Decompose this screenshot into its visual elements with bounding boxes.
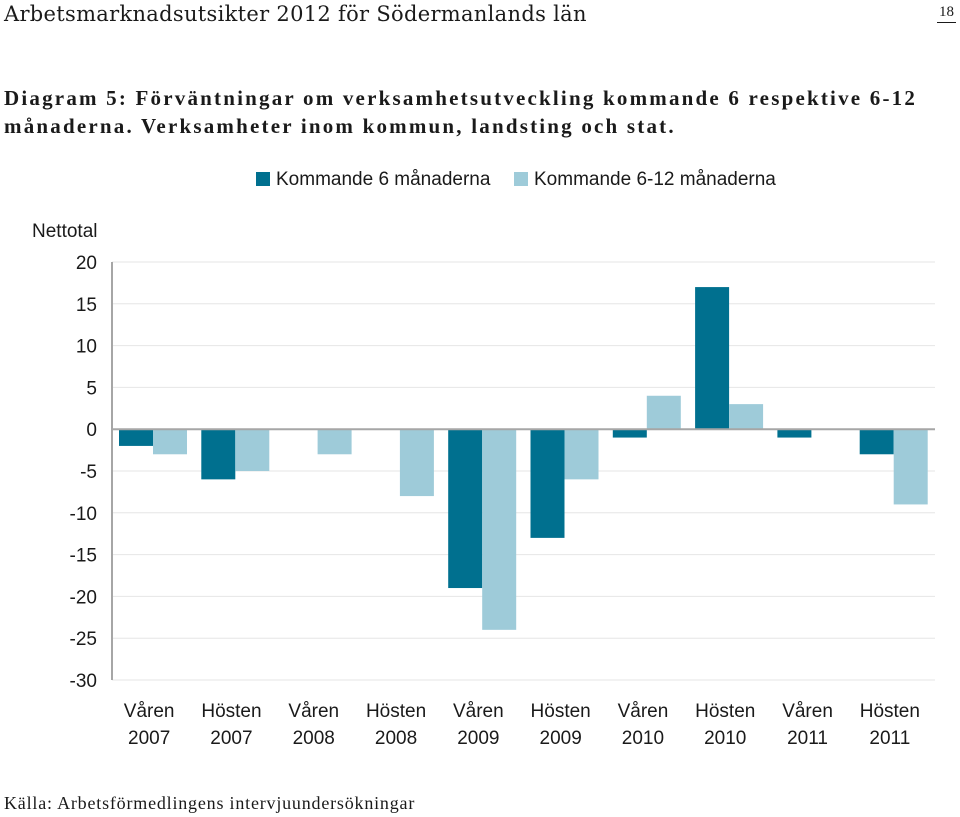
y-tick-label: -5 <box>80 462 97 483</box>
y-tick-label: 20 <box>76 253 97 274</box>
y-tick-label: 10 <box>76 337 97 358</box>
bar-kommande-6 <box>448 429 483 589</box>
x-tick-label-season: Våren <box>618 701 669 722</box>
bar-kommande-6-12 <box>235 429 270 471</box>
y-tick-label: -10 <box>70 504 97 525</box>
bar-kommande-6 <box>612 429 647 438</box>
bar-kommande-6 <box>530 429 565 538</box>
legend-swatch-1 <box>256 172 270 186</box>
y-tick-label: -30 <box>70 671 97 692</box>
y-axis-label: Nettotal <box>32 221 97 242</box>
x-tick-label-season: Hösten <box>695 701 755 722</box>
x-tick-label-season: Våren <box>782 701 833 722</box>
x-tick-label-season: Våren <box>288 701 339 722</box>
source-note: Källa: Arbetsförmedlingens intervjuunder… <box>4 793 416 813</box>
x-axis-ticks: Våren 2007 Hösten 2007 Våren 2008 Hösten 2008 Vå… <box>124 701 920 749</box>
bar-kommande-6 <box>777 429 812 438</box>
x-tick-label-year: 2008 <box>293 728 335 749</box>
x-tick-label-year: 2011 <box>787 728 828 749</box>
chart-legend: Kommande 6 månaderna Kommande 6-12 månade… <box>256 169 776 190</box>
x-tick-label-season: Våren <box>453 701 504 722</box>
x-tick-label-season: Hösten <box>366 701 426 722</box>
bar-kommande-6-12 <box>153 429 187 455</box>
x-tick-label-year: 2011 <box>869 728 910 749</box>
x-tick-label-year: 2009 <box>540 728 582 749</box>
diagram-title: Diagram 5: Förväntningar om verksamhetsu… <box>4 86 918 138</box>
x-tick-label-year: 2007 <box>128 728 170 749</box>
bar-kommande-6-12 <box>317 429 352 455</box>
y-tick-label: 0 <box>86 420 97 441</box>
bar-kommande-6 <box>201 429 236 480</box>
y-tick-label: -25 <box>70 629 97 650</box>
legend-swatch-2 <box>514 172 528 186</box>
x-tick-label-season: Våren <box>124 701 175 722</box>
bar-kommande-6-12 <box>564 429 599 480</box>
y-tick-label: 15 <box>76 295 97 316</box>
bar-kommande-6 <box>695 287 730 430</box>
bar-kommande-6 <box>119 429 153 446</box>
y-axis-ticks: 20 15 10 5 0 -5 -10 -15 -20 -25 -30 <box>70 253 97 692</box>
page-number: 18 <box>937 2 956 23</box>
bars <box>119 287 928 630</box>
y-tick-label: -20 <box>70 587 97 608</box>
x-tick-label-season: Hösten <box>201 701 261 722</box>
bar-kommande-6-12 <box>646 395 681 430</box>
header-title: Arbetsmarknadsutsikter 2012 för Söderman… <box>4 2 587 26</box>
bar-kommande-6 <box>859 429 894 455</box>
bar-kommande-6-12 <box>482 429 517 630</box>
gridlines <box>112 261 935 681</box>
x-tick-label-year: 2010 <box>622 728 664 749</box>
bar-kommande-6-12 <box>729 404 764 430</box>
x-tick-label-year: 2007 <box>210 728 252 749</box>
bar-kommande-6-12 <box>399 429 434 497</box>
legend-label-2: Kommande 6-12 månaderna <box>534 169 776 190</box>
axes <box>111 262 935 680</box>
y-tick-label: 5 <box>86 378 97 399</box>
bar-chart: Kommande 6 månaderna Kommande 6-12 månade… <box>32 169 935 749</box>
bar-kommande-6-12 <box>893 429 928 505</box>
x-tick-label-year: 2010 <box>704 728 746 749</box>
legend-label-1: Kommande 6 månaderna <box>276 169 491 190</box>
x-tick-label-season: Hösten <box>860 701 920 722</box>
y-tick-label: -15 <box>70 546 97 567</box>
x-tick-label-year: 2009 <box>457 728 499 749</box>
x-tick-label-year: 2008 <box>375 728 417 749</box>
x-tick-label-season: Hösten <box>531 701 591 722</box>
